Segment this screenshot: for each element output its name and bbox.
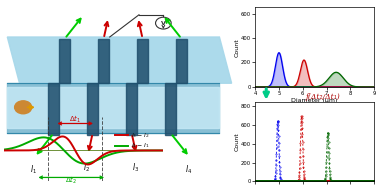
Circle shape: [15, 101, 32, 114]
Text: $\Delta t_1$: $\Delta t_1$: [69, 114, 81, 125]
Y-axis label: Count: Count: [234, 132, 240, 151]
Polygon shape: [126, 83, 137, 135]
Polygon shape: [7, 87, 219, 128]
Polygon shape: [98, 39, 109, 83]
Polygon shape: [165, 83, 176, 135]
Text: $I_3 - I_2$: $I_3 - I_2$: [131, 131, 149, 139]
Polygon shape: [7, 83, 219, 133]
Polygon shape: [137, 39, 148, 83]
Circle shape: [156, 17, 171, 29]
Polygon shape: [87, 83, 98, 135]
Text: f(Δt₂/Δt₁): f(Δt₂/Δt₁): [305, 93, 340, 101]
Y-axis label: Count: Count: [234, 38, 240, 57]
Polygon shape: [59, 39, 70, 83]
Text: V: V: [161, 21, 166, 26]
X-axis label: Diameter (μm): Diameter (μm): [291, 97, 338, 102]
Text: $I_4$: $I_4$: [185, 164, 192, 176]
Text: $I_1$: $I_1$: [30, 164, 37, 176]
Text: $I_2$: $I_2$: [83, 161, 90, 174]
Polygon shape: [176, 39, 187, 83]
Polygon shape: [7, 37, 232, 83]
Text: $I_3$: $I_3$: [132, 161, 139, 174]
Text: $I_4 - I_1$: $I_4 - I_1$: [131, 141, 149, 150]
Text: $\Delta t_2$: $\Delta t_2$: [65, 175, 77, 185]
Polygon shape: [48, 83, 59, 135]
